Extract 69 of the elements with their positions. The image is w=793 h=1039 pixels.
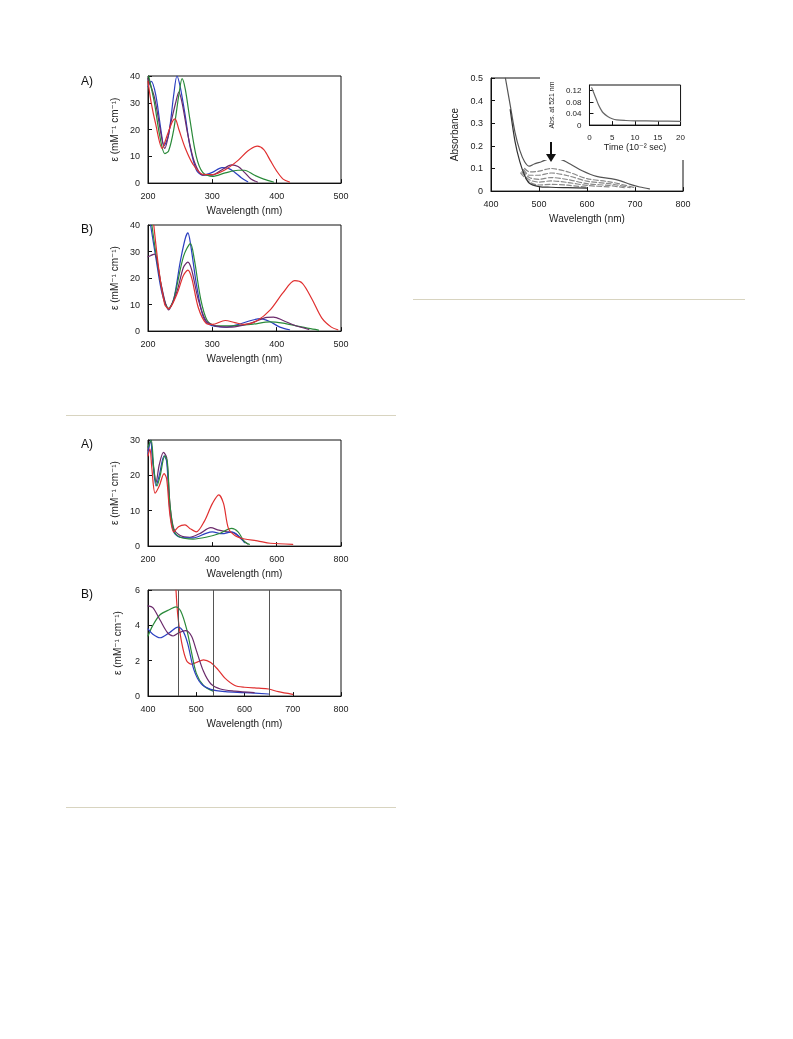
y-tick-label: 0 — [134, 326, 140, 337]
x-tick-label: 700 — [285, 703, 301, 714]
x-axis-title: Wavelength (nm) — [206, 717, 283, 729]
x-tick-label: 800 — [333, 703, 349, 714]
y-axis-title: ε (mM⁻¹ cm⁻¹) — [111, 611, 123, 675]
chart-title: A) — [81, 74, 93, 88]
y-tick-label: 6 — [134, 585, 140, 595]
y-axis-title: Absorbance — [449, 107, 461, 162]
y-tick-label: 0 — [134, 178, 140, 189]
x-tick-label: 500 — [333, 190, 349, 201]
x-tick-label: 800 — [333, 553, 349, 564]
y-tick-label: 0.04 — [565, 109, 583, 119]
chart-title: B) — [81, 222, 93, 236]
x-tick-label: 200 — [140, 553, 156, 564]
x-axis-title: Wavelength (nm) — [549, 212, 625, 224]
chart-title: B) — [81, 587, 93, 601]
y-tick-label: 10 — [129, 299, 140, 310]
y-tick-label: 0.4 — [470, 95, 483, 106]
x-tick-label: 400 — [269, 338, 285, 349]
y-tick-label: 4 — [134, 620, 140, 631]
x-tick-label: 600 — [269, 553, 285, 564]
x-axis-title: Wavelength (nm) — [206, 204, 283, 216]
y-tick-label: 10 — [129, 505, 140, 516]
x-tick-label: 200 — [140, 190, 156, 201]
y-tick-label: 30 — [129, 97, 140, 108]
x-tick-label: 500 — [188, 703, 204, 714]
x-tick-label: 10 — [630, 132, 641, 142]
x-axis-title: Wavelength (nm) — [206, 352, 283, 364]
x-tick-label: 5 — [610, 132, 616, 142]
y-axis-title: ε (mM⁻¹ cm⁻¹) — [108, 246, 120, 310]
x-tick-label: 500 — [333, 338, 349, 349]
x-tick-label: 400 — [140, 703, 156, 714]
y-tick-label: 0.3 — [470, 118, 483, 129]
y-tick-label: 20 — [129, 273, 140, 284]
x-tick-label: 400 — [269, 190, 285, 201]
y-tick-label: 0 — [134, 691, 140, 702]
y-tick-label: 20 — [129, 124, 140, 135]
x-tick-label: 600 — [236, 703, 253, 714]
y-tick-label: 10 — [129, 151, 140, 162]
y-tick-label: 30 — [129, 435, 140, 445]
x-tick-label: 300 — [204, 338, 220, 349]
y-tick-label: 0 — [577, 120, 583, 130]
x-tick-label: 0 — [587, 132, 593, 142]
y-tick-label: 0.12 — [565, 86, 583, 96]
y-axis-title: ε (mM⁻¹ cm⁻¹) — [108, 97, 120, 162]
y-tick-label: 30 — [129, 246, 140, 257]
x-tick-label: 400 — [204, 553, 220, 564]
x-axis-title: Time (10⁻² sec) — [603, 141, 667, 152]
x-tick-label: 20 — [676, 132, 686, 142]
y-tick-label: 2 — [134, 655, 140, 666]
y-tick-label: 40 — [129, 220, 140, 230]
y-tick-label: 0.08 — [565, 97, 583, 107]
x-tick-label: 400 — [483, 198, 499, 209]
y-tick-label: 20 — [129, 470, 140, 481]
y-tick-label: 40 — [129, 71, 140, 81]
y-axis-title: ε (mM⁻¹ cm⁻¹) — [108, 461, 120, 525]
x-tick-label: 200 — [140, 338, 156, 349]
y-tick-label: 0.5 — [470, 73, 483, 83]
y-tick-label: 0.1 — [470, 163, 483, 174]
x-tick-label: 700 — [627, 198, 643, 209]
y-tick-label: 0 — [134, 541, 140, 552]
chart-title: A) — [81, 437, 93, 451]
y-tick-label: 0.2 — [470, 140, 483, 151]
x-tick-label: 500 — [531, 198, 547, 209]
x-tick-label: 300 — [204, 190, 220, 201]
x-axis-title: Wavelength (nm) — [206, 567, 283, 579]
x-tick-label: 15 — [653, 132, 663, 142]
x-tick-label: 600 — [579, 198, 595, 209]
x-tick-label: 800 — [675, 198, 691, 209]
